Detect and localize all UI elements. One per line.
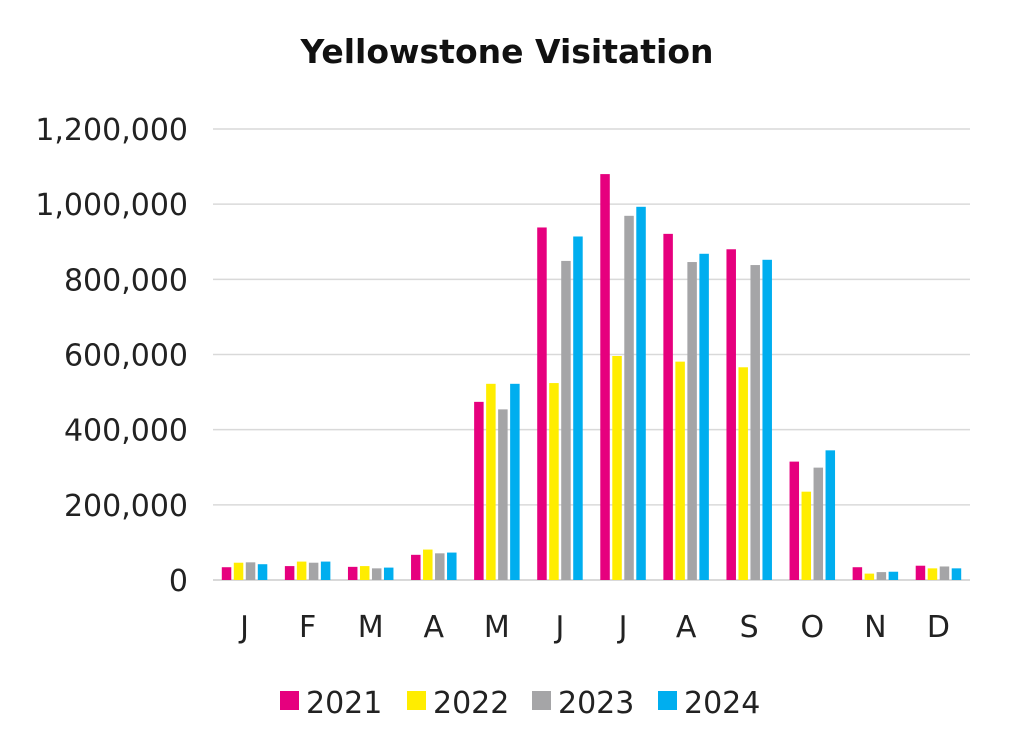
x-tick-label: N [864, 610, 886, 645]
bar-2021-10 [852, 567, 863, 580]
legend-swatch-2022 [407, 691, 426, 710]
bar-2022-6 [612, 356, 622, 580]
x-tick-label: J [238, 610, 249, 645]
x-tick-label: D [927, 610, 950, 645]
y-tick-label: 1,200,000 [35, 113, 188, 148]
bars [221, 174, 962, 581]
bar-2024-10 [888, 571, 899, 580]
bar-2022-7 [675, 361, 685, 580]
bar-2021-0 [221, 567, 232, 580]
bar-2023-1 [308, 562, 319, 580]
y-tick-label: 1,000,000 [35, 188, 188, 223]
bar-2023-5 [561, 260, 571, 580]
bar-2022-1 [296, 561, 307, 580]
bar-2023-4 [498, 409, 508, 580]
bar-2024-4 [510, 383, 520, 580]
legend-label: 2022 [433, 686, 509, 721]
bar-2023-11 [939, 566, 950, 580]
bar-2022-2 [359, 566, 370, 580]
bar-2021-9 [789, 461, 800, 580]
legend-swatch-2021 [280, 691, 299, 710]
bar-2024-3 [447, 552, 457, 580]
bar-2022-8 [738, 367, 748, 580]
bar-2024-2 [383, 567, 394, 580]
bar-2023-9 [813, 467, 824, 580]
bar-2024-9 [825, 450, 836, 580]
bar-2021-2 [347, 566, 358, 580]
bar-2022-4 [486, 383, 496, 580]
y-tick-label: 600,000 [64, 339, 188, 374]
legend-label: 2024 [684, 686, 760, 721]
bar-2021-7 [663, 233, 673, 581]
bar-2022-5 [549, 383, 559, 580]
x-tick-label: S [740, 610, 759, 645]
chart-title: Yellowstone Visitation [300, 32, 714, 71]
bar-2021-1 [284, 566, 295, 580]
x-tick-label: A [676, 610, 697, 645]
bar-2023-7 [687, 262, 697, 580]
bar-2024-7 [699, 253, 709, 580]
bar-2024-0 [257, 564, 268, 580]
bar-2024-5 [573, 236, 583, 580]
bar-2021-5 [537, 227, 547, 581]
y-tick-label: 200,000 [64, 489, 188, 524]
bar-2021-6 [600, 174, 610, 580]
y-tick-label: 800,000 [64, 263, 188, 298]
x-tick-label: A [424, 610, 445, 645]
bar-2022-9 [801, 491, 812, 580]
bar-2023-0 [245, 562, 256, 580]
bar-2023-3 [435, 553, 445, 580]
bar-2022-3 [423, 549, 433, 580]
bar-2023-2 [371, 568, 382, 580]
x-tick-label: J [617, 610, 628, 645]
bar-2022-11 [927, 568, 938, 580]
bar-2023-10 [876, 572, 887, 580]
legend-swatch-2023 [532, 691, 551, 710]
x-tick-label: O [800, 610, 824, 645]
bar-2021-3 [411, 554, 421, 580]
x-tick-label: M [358, 610, 384, 645]
bar-2022-10 [864, 573, 875, 580]
y-tick-label: 400,000 [64, 414, 188, 449]
x-tick-label: F [299, 610, 316, 645]
bar-2021-4 [474, 401, 484, 580]
bar-2023-6 [624, 215, 634, 580]
bar-2021-8 [726, 249, 736, 580]
legend: 2021 2022 2023 2024 [280, 686, 760, 721]
legend-label: 2021 [306, 686, 382, 721]
bar-2024-6 [636, 206, 646, 581]
y-axis: 0 200,000 400,000 600,000 800,000 1,000,000 1,… [35, 113, 188, 599]
gridlines [213, 128, 970, 581]
bar-2024-11 [951, 568, 962, 580]
bar-2024-8 [762, 259, 772, 580]
bar-2021-11 [915, 565, 926, 580]
y-tick-label: 0 [169, 564, 188, 599]
bar-2022-0 [233, 562, 244, 580]
bar-2023-8 [750, 265, 760, 580]
bar-2024-1 [320, 561, 331, 580]
x-tick-label: J [554, 610, 565, 645]
legend-swatch-2024 [658, 691, 677, 710]
legend-label: 2023 [558, 686, 634, 721]
x-tick-label: M [484, 610, 510, 645]
